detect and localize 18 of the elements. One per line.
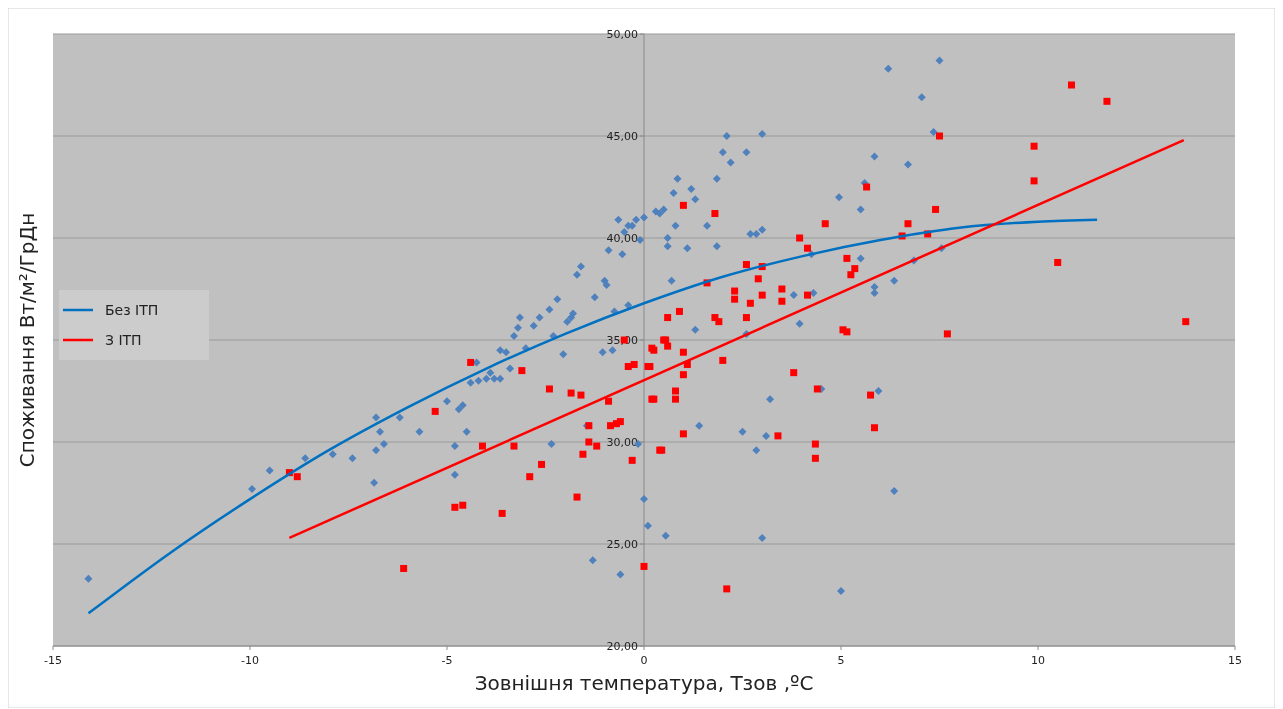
y-tick-label: 20,00 (606, 639, 638, 653)
x-tick-label: 10 (1031, 654, 1045, 667)
x-tick-label: 15 (1228, 654, 1242, 667)
x-tick-label: -10 (241, 654, 259, 667)
y-tick-label: 40,00 (606, 231, 638, 245)
x-tick-label: -15 (44, 654, 62, 667)
y-tick-label: 45,00 (606, 129, 638, 143)
x-tick-label: 0 (640, 654, 648, 667)
legend-label: З ІТП (105, 331, 142, 348)
y-tick-label: 30,00 (606, 435, 638, 449)
y-tick-label: 50,00 (606, 27, 638, 41)
y-axis-title: Споживання Вт/м²/ГрДн (15, 212, 39, 468)
line-series (87, 218, 1099, 615)
x-tick-label: -5 (441, 654, 453, 667)
x-tick-label: 5 (837, 654, 845, 667)
x-axis-title: Зовнішня температура, Тзов ,ºC (474, 671, 814, 695)
y-tick-label: 25,00 (606, 537, 638, 551)
legend-label: Без ІТП (105, 301, 159, 318)
